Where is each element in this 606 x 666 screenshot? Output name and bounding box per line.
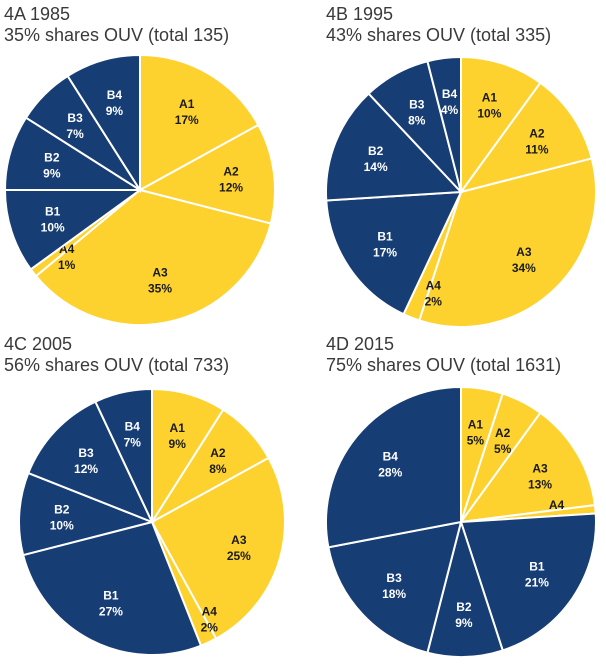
- label-b1: B1 17%: [373, 230, 397, 260]
- subtitle: 35% shares OUV (total 135): [4, 25, 230, 45]
- label-a3: A3 25%: [227, 533, 251, 563]
- chart-title-4a: 4A 1985 35% shares OUV (total 135): [4, 4, 229, 46]
- slice-b2: [325, 92, 464, 202]
- slice-b3: [327, 520, 463, 654]
- label-a3: A3 34%: [512, 245, 536, 275]
- slice-b3: [27, 400, 154, 524]
- label-a1: A1 10%: [477, 91, 501, 121]
- slice-a3: [418, 157, 597, 328]
- slice-a1: [139, 53, 260, 192]
- title: 4C 2005: [4, 334, 73, 354]
- slice-a2: [458, 81, 593, 194]
- label-a2: A2 5%: [494, 426, 512, 456]
- label-b3: B3 18%: [382, 571, 406, 601]
- title: 4B 1995: [326, 4, 394, 24]
- slice-b1: [3, 189, 144, 271]
- label-b1: B1 27%: [99, 589, 123, 619]
- title: 4D 2015: [326, 334, 395, 354]
- label-b3: B3 7%: [66, 111, 84, 141]
- label-b2: B2 14%: [364, 144, 388, 174]
- label-a2: A2 11%: [525, 126, 549, 156]
- title: 4A 1985: [4, 4, 71, 24]
- slice-b4: [426, 55, 462, 193]
- slice-b1: [459, 512, 597, 652]
- slice-b4: [94, 387, 153, 523]
- pie-4b: A1 10% A2 11% A3 34% A4 2% B1 17% B2 14% B3 8% B4 4%: [325, 55, 597, 328]
- pie-4a: A1 17%A2 12%A3 35%A4 1%B1 10%B2 9%B3 7%B4 9%: [3, 53, 276, 326]
- chart-title-4c: 4C 2005 56% shares OUV (total 733): [4, 334, 229, 376]
- chart-title-4d: 4D 2015 75% shares OUV (total 1631): [326, 334, 561, 376]
- label-a4: A4 2%: [201, 604, 219, 634]
- slice-b4: [66, 53, 141, 194]
- subtitle: 43% shares OUV (total 335): [326, 25, 552, 45]
- slice-a3: [34, 188, 272, 326]
- label-a1: A1 5%: [467, 417, 485, 447]
- slice-b4: [325, 385, 462, 549]
- slice-a3: [150, 456, 286, 640]
- label-b4: B4 28%: [378, 449, 402, 479]
- pie-4c: A1 9% A2 8% A3 25% A4 2% B1 27% B2 10% B3 12% B4 7%: [18, 387, 286, 656]
- label-b2: B2 9%: [455, 600, 473, 630]
- subtitle: 56% shares OUV (total 733): [4, 355, 230, 375]
- label-a2: A2 12%: [219, 164, 243, 194]
- label-a3: A3 35%: [148, 266, 172, 296]
- label-b2: B2 10%: [50, 502, 74, 532]
- label-a1: A1 17%: [175, 97, 199, 127]
- label-b1: B1 21%: [525, 560, 549, 590]
- label-b3: B3 12%: [74, 446, 98, 476]
- slice-a1: [460, 55, 542, 196]
- slice-b1: [325, 190, 463, 316]
- subtitle: 75% shares OUV (total 1631): [326, 355, 562, 375]
- slice-a3: [458, 411, 597, 524]
- chart-title-4b: 4B 1995 43% shares OUV (total 335): [326, 4, 551, 46]
- slice-b1: [21, 520, 203, 656]
- label-a3: A3 13%: [528, 461, 552, 491]
- label-b2: B2 9%: [43, 150, 61, 180]
- slice-a2: [137, 123, 276, 225]
- label-b4: B4 4%: [441, 87, 459, 117]
- slice-b2: [18, 471, 156, 557]
- label-b4: B4 9%: [106, 88, 124, 118]
- label-b4: B4 7%: [124, 420, 142, 450]
- label-b1: B1 10%: [41, 204, 65, 234]
- label-a4: A4 2%: [425, 278, 443, 308]
- label-a1: A1 9%: [169, 421, 187, 451]
- label-b3: B3 8%: [408, 98, 426, 128]
- label-a2: A2 8%: [209, 446, 227, 476]
